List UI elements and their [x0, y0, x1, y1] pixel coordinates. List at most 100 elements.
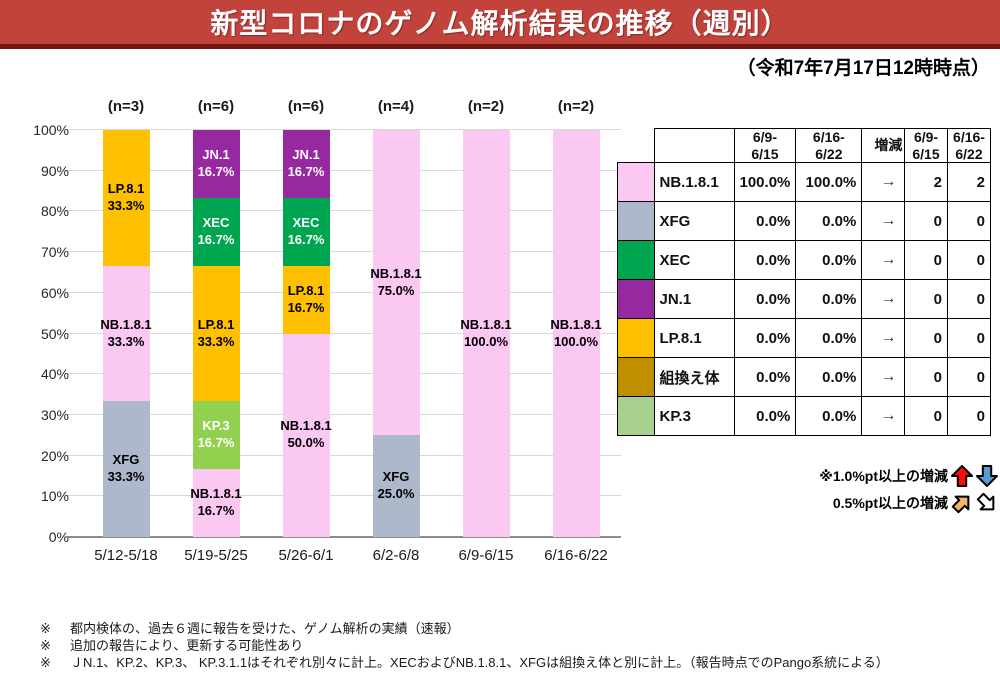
change-legend-text-1: ※1.0%pt以上の増減: [819, 467, 948, 484]
bar-segment-variant-label: NB.1.8.1: [100, 316, 152, 332]
x-axis-line: [65, 536, 621, 538]
sample-count-label: (n=3): [107, 98, 145, 115]
variant-color-swatch: [617, 357, 655, 397]
y-axis-tick-label: 60%: [40, 284, 69, 301]
decrease-arrow-icon: [976, 464, 998, 487]
bar-segment: LP.8.1 33.3%: [102, 130, 150, 266]
variant-color-swatch: [617, 279, 655, 319]
bar-segment-value-label: 25.0%: [377, 486, 415, 502]
bar-segment-variant-label: JN.1: [202, 147, 230, 163]
variant-name-cell: LP.8.1: [653, 318, 735, 358]
x-axis-category-label: 6/9-6/15: [458, 547, 514, 564]
bar-segment-value-label: 50.0%: [287, 435, 325, 451]
footnote-text: 追加の報告により、更新する可能性あり: [70, 638, 304, 653]
count-table-column-header: 6/9- 6/15: [904, 128, 948, 163]
bar-segment: NB.1.8.1 75.0%: [370, 130, 422, 436]
gridline: [65, 291, 621, 293]
gridline: [65, 251, 621, 253]
count-week1-cell: 0: [904, 240, 948, 280]
sample-count-label: (n=4): [377, 98, 415, 115]
y-axis-tick-label: 0%: [48, 529, 69, 545]
bar-segment-variant-label: LP.8.1: [287, 282, 325, 298]
variant-color-swatch: [617, 396, 655, 436]
bar-segment: NB.1.8.1 16.7%: [190, 469, 242, 537]
footnote-line: ※ 都内検体の、過去６週に報告を受けた、ゲノム解析の実績（速報）: [40, 620, 990, 637]
bar-segment: JN.1 16.7%: [192, 130, 240, 198]
sample-count-label: (n=2): [557, 98, 595, 115]
gridline: [65, 495, 621, 497]
count-week1-cell: 2: [904, 162, 948, 202]
bar-segment-value-label: 16.7%: [197, 435, 235, 451]
count-week2-cell: 0: [947, 357, 991, 397]
variant-share-table: 6/9- 6/15 6/16- 6/22 増減 NB.1.8.1 100.0% 100.0% →…: [617, 128, 916, 436]
bar-segment: JN.1 16.7%: [282, 130, 330, 198]
bar-segment-value-label: 16.7%: [197, 231, 235, 247]
variant-name-cell: XEC: [653, 240, 735, 280]
x-axis-category-label: 5/12-5/18: [94, 547, 158, 564]
bar-segment: KP.3 16.7%: [192, 401, 240, 470]
stacked-bar: NB.1.8.1 100.0%: [550, 130, 602, 537]
bar-segment-value-label: 16.7%: [287, 163, 325, 179]
y-axis-tick-label: 30%: [40, 406, 69, 423]
table-column-header: [653, 128, 735, 163]
share-week1-cell: 0.0%: [733, 201, 797, 241]
y-axis-tick-label: 50%: [40, 325, 69, 342]
count-week2-cell: 0: [947, 318, 991, 358]
variant-name-cell: XFG: [653, 201, 735, 241]
bar-segment-value-label: 33.3%: [107, 333, 145, 349]
footnote-marker: ※: [40, 621, 51, 636]
x-axis-category-label: 5/26-6/1: [278, 547, 334, 564]
share-week2-cell: 0.0%: [795, 396, 863, 436]
bar-segment: NB.1.8.1 100.0%: [460, 130, 512, 537]
sample-count-label: (n=2): [467, 98, 505, 115]
bar-segment: LP.8.1 33.3%: [192, 265, 240, 402]
sample-count-label: (n=6): [197, 98, 235, 115]
change-legend-row-1: ※1.0%pt以上の増減: [740, 462, 998, 489]
variant-name-cell: 組換え体: [653, 357, 735, 397]
x-axis-category-label: 5/19-5/25: [184, 547, 248, 564]
change-legend-row-2: 0.5%pt以上の増減: [740, 489, 998, 516]
share-week2-cell: 0.0%: [795, 279, 863, 319]
gridline: [65, 210, 621, 212]
bar-segment-variant-label: XFG: [112, 452, 140, 468]
stacked-bar: NB.1.8.1 100.0%: [460, 130, 512, 537]
variant-color-swatch: [617, 162, 655, 202]
bar-segment-variant-label: LP.8.1: [107, 180, 145, 196]
y-axis-tick-label: 100%: [33, 122, 69, 138]
title-bar: 新型コロナのゲノム解析結果の推移（週別）: [0, 0, 1000, 49]
variant-name-cell: JN.1: [653, 279, 735, 319]
bar-segment-value-label: 75.0%: [377, 282, 415, 298]
stacked-bar: NB.1.8.1 50.0% LP.8.1 16.7% XEC 16.7% JN.1 16.7…: [280, 130, 332, 537]
slight-decrease-arrow-icon: [976, 492, 995, 510]
bar-segment-variant-label: NB.1.8.1: [280, 418, 332, 434]
bar-segment-variant-label: NB.1.8.1: [370, 265, 422, 281]
y-axis-tick-label: 80%: [40, 203, 69, 220]
footnote-line: ※ ＪN.1、KP.2、KP.3、 KP.3.1.1はそれぞれ別々に計上。XECお…: [40, 654, 990, 671]
footnote-marker: ※: [40, 638, 51, 653]
bar-segment-value-label: 33.3%: [107, 197, 145, 213]
bar-segment-variant-label: NB.1.8.1: [190, 486, 242, 502]
share-week2-cell: 0.0%: [795, 318, 863, 358]
variant-share-table-grid: 6/9- 6/15 6/16- 6/22 増減 NB.1.8.1 100.0% 100.0% →…: [617, 128, 916, 436]
count-week2-cell: 0: [947, 279, 991, 319]
footnote-line: ※ 追加の報告により、更新する可能性あり: [40, 637, 990, 654]
share-week1-cell: 0.0%: [733, 318, 797, 358]
change-legend-text-2: 0.5%pt以上の増減: [832, 494, 948, 511]
footnote-text: ＪN.1、KP.2、KP.3、 KP.3.1.1はそれぞれ別々に計上。XECおよ…: [70, 655, 889, 670]
gridline: [65, 373, 621, 375]
gridline: [65, 169, 621, 171]
page-title: 新型コロナのゲノム解析結果の推移（週別）: [210, 8, 790, 39]
gridline: [65, 332, 621, 334]
share-week2-cell: 0.0%: [795, 357, 863, 397]
stacked-bar: NB.1.8.1 16.7% KP.3 16.7% LP.8.1 33.3% XEC 16.7…: [190, 130, 242, 537]
count-week2-cell: 0: [947, 240, 991, 280]
y-axis-tick-label: 10%: [40, 488, 69, 505]
share-week1-cell: 0.0%: [733, 279, 797, 319]
bar-segment-value-label: 33.3%: [107, 469, 145, 485]
share-week1-cell: 0.0%: [733, 396, 797, 436]
x-axis-category-label: 6/2-6/8: [372, 547, 420, 564]
footnotes: ※ 都内検体の、過去６週に報告を受けた、ゲノム解析の実績（速報） ※ 追加の報告により…: [40, 620, 990, 671]
bar-segment-value-label: 16.7%: [287, 231, 325, 247]
as-of-timestamp: （令和7年7月17日12時時点）: [736, 58, 990, 79]
